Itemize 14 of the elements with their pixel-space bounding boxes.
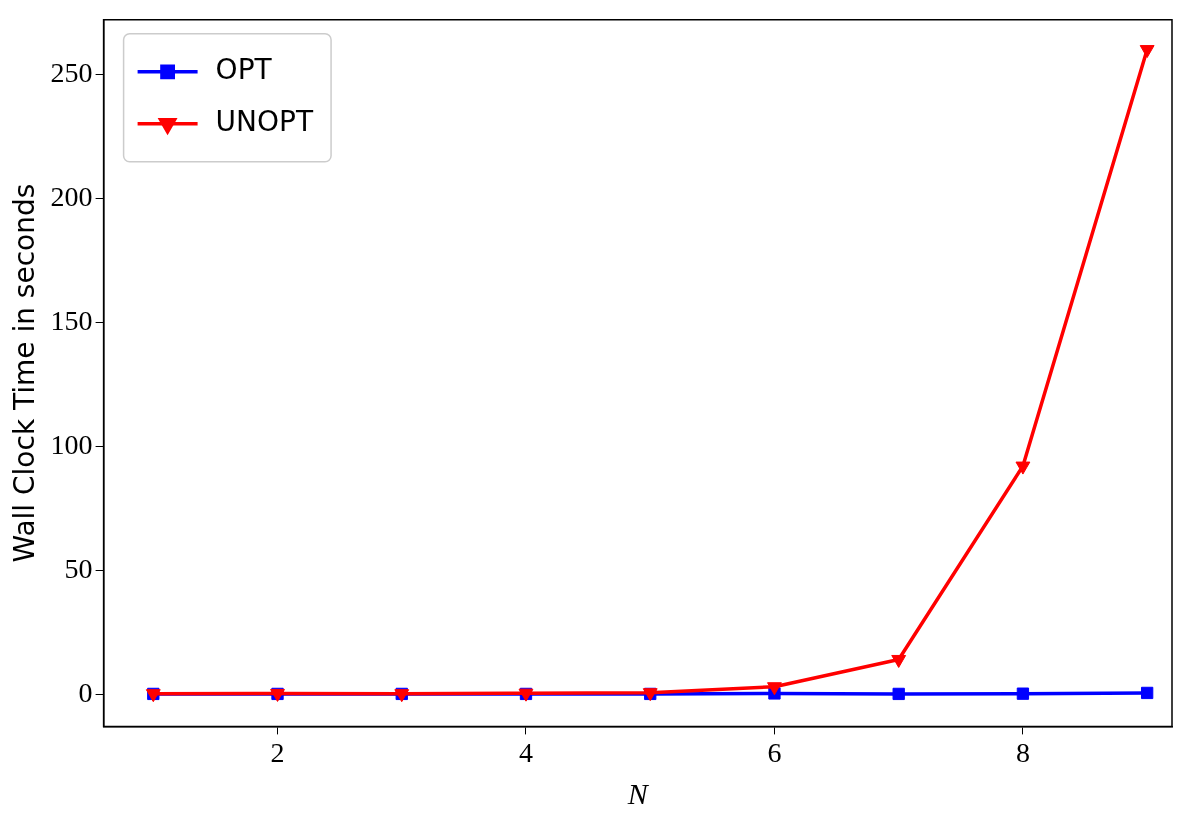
y-tick-label: 250 [50,56,93,88]
x-tick-label: 4 [518,736,533,768]
legend-label: OPT [215,53,273,87]
y-axis-title: Wall Clock Time in seconds [8,183,42,563]
x-tick-label: 6 [767,736,782,768]
x-axis-title: N [626,776,650,810]
x-tick-label: 8 [1015,736,1030,768]
y-tick-label: 0 [78,676,93,708]
x-tick-label: 2 [270,736,285,768]
y-tick-label: 100 [50,428,93,460]
y-tick-label: 50 [64,552,93,584]
legend-label: UNOPT [215,105,314,139]
y-tick-label: 150 [50,304,93,336]
y-tick-label: 200 [50,180,93,212]
